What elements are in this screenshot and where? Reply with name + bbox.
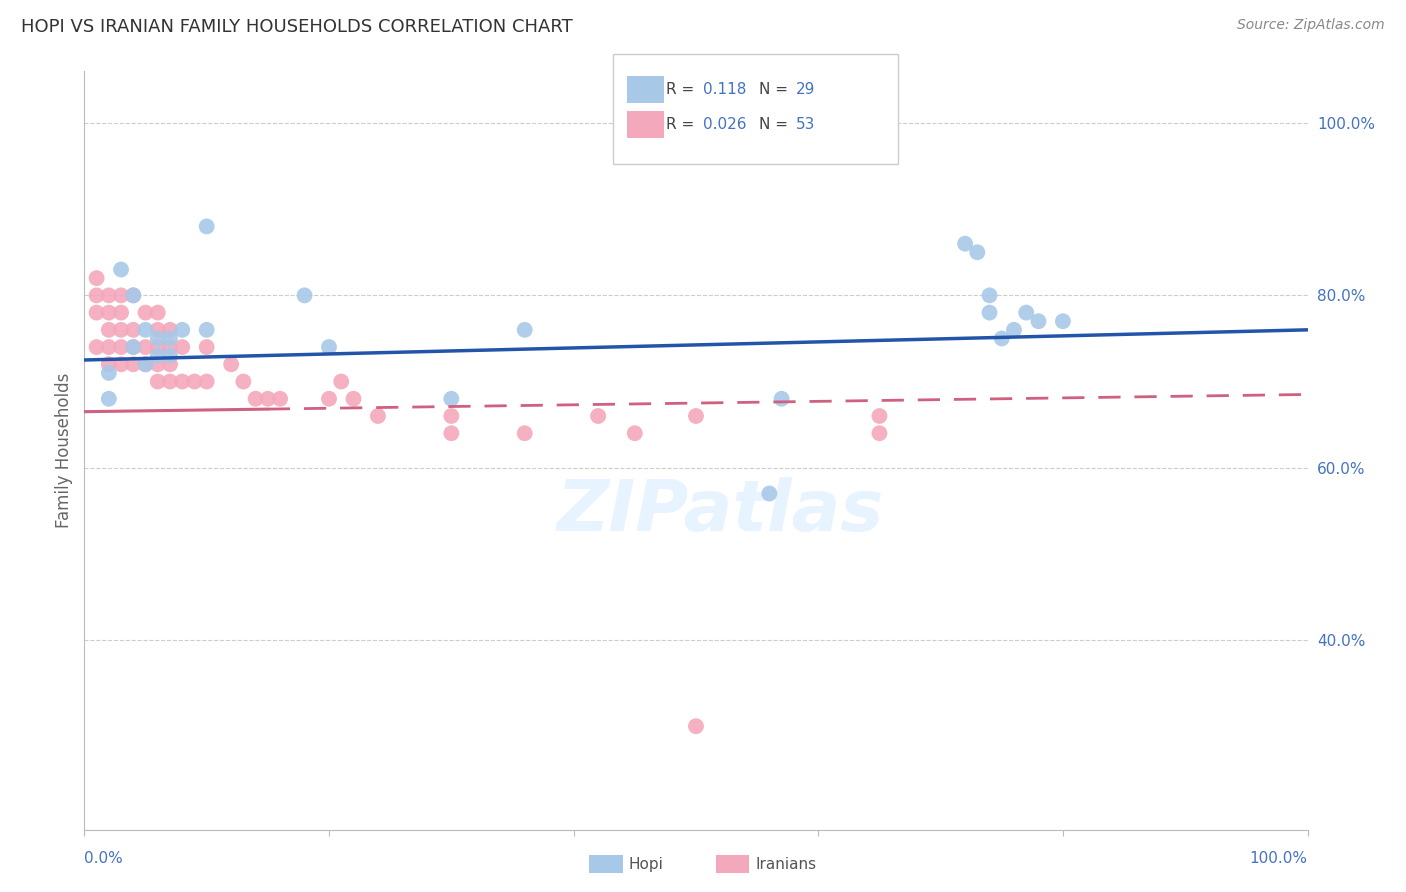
- Point: [135, 340, 157, 354]
- Point: [953, 236, 976, 251]
- Point: [991, 331, 1014, 345]
- Point: [122, 288, 145, 302]
- Point: [318, 392, 340, 406]
- Text: Iranians: Iranians: [755, 857, 815, 871]
- Text: R =: R =: [666, 118, 700, 132]
- Point: [159, 323, 181, 337]
- Point: [86, 340, 108, 354]
- Point: [869, 426, 891, 441]
- Point: [294, 288, 316, 302]
- Point: [159, 375, 181, 389]
- Point: [367, 409, 389, 423]
- Point: [966, 245, 988, 260]
- Point: [159, 349, 181, 363]
- Text: 100.0%: 100.0%: [1250, 851, 1308, 866]
- Point: [232, 375, 254, 389]
- Point: [135, 305, 157, 319]
- Point: [219, 357, 242, 371]
- Text: 0.118: 0.118: [703, 82, 747, 96]
- Text: 53: 53: [796, 118, 815, 132]
- Text: N =: N =: [759, 82, 793, 96]
- Point: [440, 392, 463, 406]
- Point: [172, 340, 194, 354]
- Point: [183, 375, 205, 389]
- Point: [269, 392, 291, 406]
- Point: [86, 288, 108, 302]
- Text: 0.0%: 0.0%: [84, 851, 124, 866]
- Point: [440, 426, 463, 441]
- Point: [110, 357, 132, 371]
- Point: [195, 323, 218, 337]
- Point: [1028, 314, 1050, 328]
- Y-axis label: Family Households: Family Households: [55, 373, 73, 528]
- Text: ZIPatlas: ZIPatlas: [557, 476, 884, 546]
- Point: [97, 392, 120, 406]
- Point: [110, 323, 132, 337]
- Text: 0.026: 0.026: [703, 118, 747, 132]
- Point: [146, 357, 169, 371]
- Point: [440, 409, 463, 423]
- Point: [979, 305, 1001, 319]
- Point: [97, 357, 120, 371]
- Text: HOPI VS IRANIAN FAMILY HOUSEHOLDS CORRELATION CHART: HOPI VS IRANIAN FAMILY HOUSEHOLDS CORREL…: [21, 18, 572, 36]
- Text: Source: ZipAtlas.com: Source: ZipAtlas.com: [1237, 18, 1385, 32]
- Point: [122, 323, 145, 337]
- Text: R =: R =: [666, 82, 700, 96]
- Point: [86, 305, 108, 319]
- Point: [172, 323, 194, 337]
- Point: [146, 305, 169, 319]
- Point: [122, 340, 145, 354]
- Point: [758, 486, 780, 500]
- Point: [195, 219, 218, 234]
- Point: [685, 719, 707, 733]
- Point: [86, 271, 108, 285]
- Point: [122, 288, 145, 302]
- Point: [110, 288, 132, 302]
- Point: [97, 366, 120, 380]
- Point: [869, 409, 891, 423]
- Point: [979, 288, 1001, 302]
- Point: [1052, 314, 1074, 328]
- Point: [195, 375, 218, 389]
- Point: [135, 357, 157, 371]
- Point: [513, 426, 536, 441]
- Point: [135, 357, 157, 371]
- Point: [110, 340, 132, 354]
- Point: [1015, 305, 1038, 319]
- Point: [110, 262, 132, 277]
- Point: [685, 409, 707, 423]
- Point: [146, 331, 169, 345]
- Text: Hopi: Hopi: [628, 857, 664, 871]
- Point: [146, 323, 169, 337]
- Text: N =: N =: [759, 118, 793, 132]
- Point: [159, 340, 181, 354]
- Point: [146, 375, 169, 389]
- Point: [770, 392, 793, 406]
- Point: [586, 409, 609, 423]
- Point: [122, 340, 145, 354]
- Point: [172, 375, 194, 389]
- Point: [330, 375, 353, 389]
- Point: [97, 305, 120, 319]
- Point: [318, 340, 340, 354]
- Point: [146, 340, 169, 354]
- Point: [122, 357, 145, 371]
- Point: [245, 392, 267, 406]
- Point: [342, 392, 364, 406]
- Point: [159, 331, 181, 345]
- Point: [257, 392, 280, 406]
- Point: [1002, 323, 1025, 337]
- Point: [97, 340, 120, 354]
- Point: [146, 349, 169, 363]
- Point: [135, 323, 157, 337]
- Point: [159, 357, 181, 371]
- Point: [624, 426, 647, 441]
- Point: [110, 305, 132, 319]
- Text: 29: 29: [796, 82, 815, 96]
- Point: [97, 323, 120, 337]
- Point: [97, 288, 120, 302]
- Point: [513, 323, 536, 337]
- Point: [195, 340, 218, 354]
